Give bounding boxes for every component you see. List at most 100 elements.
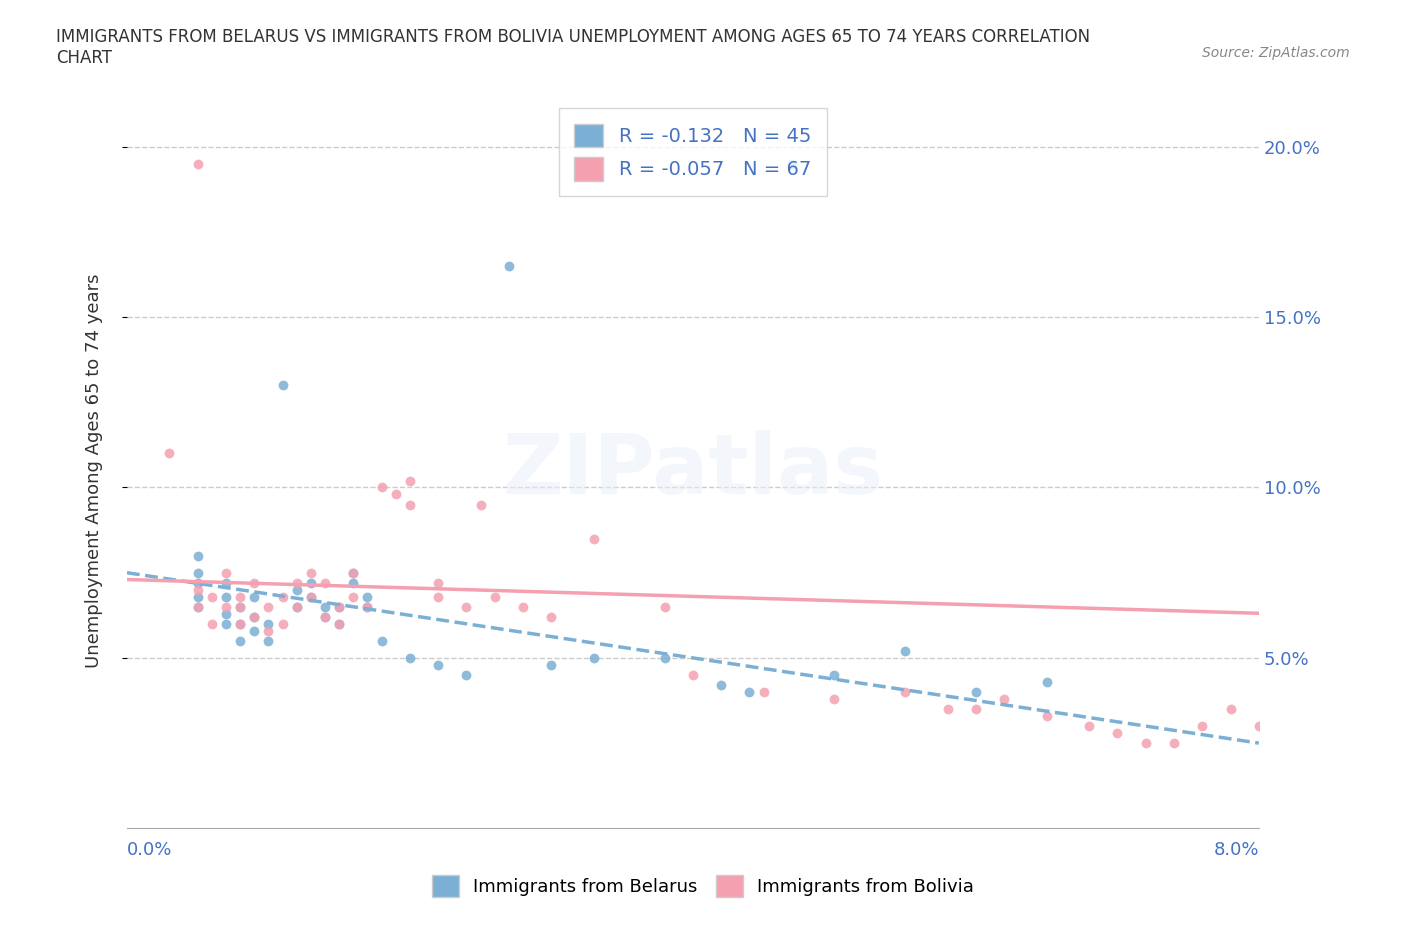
Point (965, 701, 987, 716)
Point (1035, 709, 1057, 724)
Point (470, 498, 492, 512)
Point (229, 617, 252, 631)
Point (229, 599, 252, 614)
Point (314, 609, 336, 624)
Point (229, 589, 252, 604)
Point (187, 576, 209, 591)
Point (299, 565, 322, 580)
Point (1389, 736, 1406, 751)
Point (243, 576, 266, 591)
Point (484, 589, 506, 604)
Point (215, 599, 238, 614)
Point (299, 576, 322, 591)
Point (1247, 719, 1270, 734)
Point (1361, 736, 1384, 751)
Point (427, 589, 450, 604)
Point (780, 156, 803, 171)
Point (328, 617, 350, 631)
Point (399, 473, 422, 488)
Point (257, 623, 280, 638)
Point (894, 644, 917, 658)
Point (285, 599, 308, 614)
Point (1275, 736, 1298, 751)
Point (201, 589, 224, 604)
Point (342, 565, 364, 580)
Point (498, 259, 520, 273)
Point (328, 617, 350, 631)
Point (1191, 719, 1213, 734)
Point (894, 684, 917, 699)
Point (215, 576, 238, 591)
Point (243, 623, 266, 638)
Point (384, 487, 406, 502)
Point (582, 531, 605, 546)
Text: IMMIGRANTS FROM BELARUS VS IMMIGRANTS FROM BOLIVIA UNEMPLOYMENT AMONG AGES 65 TO: IMMIGRANTS FROM BELARUS VS IMMIGRANTS FR… (56, 28, 1091, 67)
Point (243, 609, 266, 624)
Point (215, 617, 238, 631)
Point (314, 599, 336, 614)
Point (229, 633, 252, 648)
Point (399, 498, 422, 512)
Point (157, 446, 180, 461)
Point (710, 678, 733, 693)
Point (229, 617, 252, 631)
Point (187, 548, 209, 563)
Point (752, 684, 775, 699)
Point (1163, 736, 1185, 751)
Point (540, 609, 562, 624)
Text: ZIPatlas: ZIPatlas (502, 430, 883, 511)
Point (993, 691, 1015, 706)
Point (271, 589, 294, 604)
Point (399, 650, 422, 665)
Point (1219, 701, 1241, 716)
Point (201, 617, 224, 631)
Point (257, 599, 280, 614)
Point (215, 606, 238, 621)
Point (654, 599, 676, 614)
Point (1107, 725, 1129, 740)
Point (370, 480, 392, 495)
Point (582, 650, 605, 665)
Point (243, 609, 266, 624)
Point (328, 599, 350, 614)
Point (328, 599, 350, 614)
Point (965, 684, 987, 699)
Point (823, 691, 845, 706)
Point (285, 576, 308, 591)
Point (215, 565, 238, 580)
Point (356, 589, 378, 604)
Point (456, 599, 478, 614)
Point (299, 589, 322, 604)
Point (187, 565, 209, 580)
Point (370, 633, 392, 648)
Point (271, 617, 294, 631)
Point (314, 576, 336, 591)
Legend: Immigrants from Belarus, Immigrants from Bolivia: Immigrants from Belarus, Immigrants from… (418, 861, 988, 911)
Point (1305, 691, 1327, 706)
Point (427, 658, 450, 672)
Point (342, 589, 364, 604)
Point (540, 658, 562, 672)
Point (229, 599, 252, 614)
Point (1135, 736, 1157, 751)
Point (427, 576, 450, 591)
Point (1333, 719, 1355, 734)
Point (823, 668, 845, 683)
Point (1078, 719, 1101, 734)
Text: 8.0%: 8.0% (1213, 842, 1258, 859)
Point (654, 650, 676, 665)
Point (215, 589, 238, 604)
Point (187, 156, 209, 171)
Point (187, 589, 209, 604)
Point (187, 599, 209, 614)
Text: 0.0%: 0.0% (127, 842, 173, 859)
Point (1035, 674, 1057, 689)
Point (257, 617, 280, 631)
Point (285, 599, 308, 614)
Point (356, 599, 378, 614)
Point (271, 378, 294, 392)
Text: Source: ZipAtlas.com: Source: ZipAtlas.com (1202, 46, 1350, 60)
Legend: R = -0.132   N = 45, R = -0.057   N = 67: R = -0.132 N = 45, R = -0.057 N = 67 (558, 108, 827, 196)
Point (936, 701, 959, 716)
Point (456, 668, 478, 683)
